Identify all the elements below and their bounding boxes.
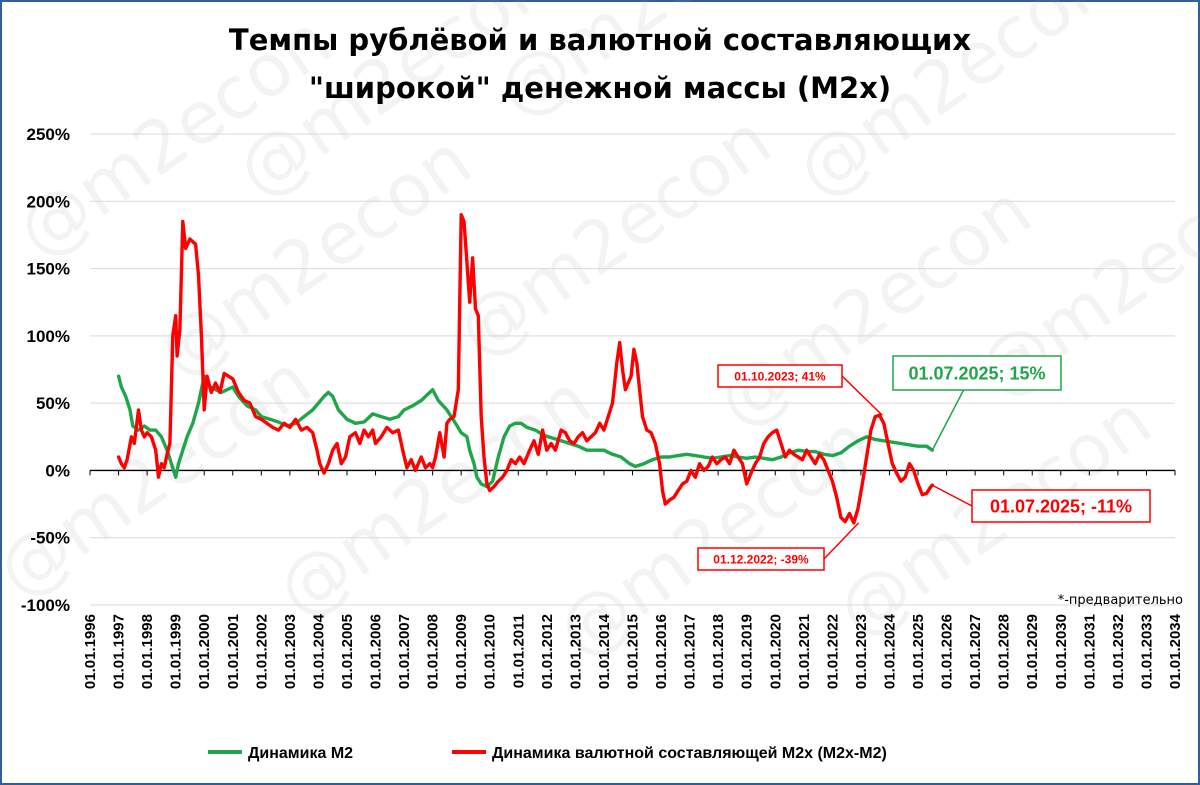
y-tick-label: -100% <box>21 596 70 615</box>
annotation-leader <box>841 375 883 416</box>
x-tick-label: 01.01.2032 <box>1110 614 1127 689</box>
y-tick-label: 150% <box>27 260 70 279</box>
y-tick-label: 0% <box>45 461 70 480</box>
x-tick-label: 01.01.2025 <box>910 614 927 689</box>
x-tick-label: 01.01.2005 <box>339 614 356 689</box>
x-tick-label: 01.01.2003 <box>282 614 299 689</box>
annotation-label: 01.10.2023; 41% <box>734 369 826 383</box>
x-tick-label: 01.01.2004 <box>310 613 327 689</box>
x-tick-label: 01.01.2034 <box>1167 613 1184 689</box>
x-tick-label: 01.01.2028 <box>996 614 1013 689</box>
x-tick-label: 01.01.2007 <box>396 614 413 689</box>
y-tick-label: 250% <box>27 125 70 144</box>
x-tick-label: 01.01.2030 <box>1053 614 1070 689</box>
x-tick-label: 01.01.2020 <box>767 614 784 689</box>
legend-label-m2: Динамика M2 <box>248 745 353 762</box>
x-tick-label: 01.01.2017 <box>682 614 699 689</box>
chart-title-line-1: Темпы рублёвой и валютной составляющих <box>229 23 971 57</box>
watermark: @m2econ <box>702 168 1046 444</box>
annotation-box <box>717 364 843 388</box>
x-tick-label: 01.01.2029 <box>1024 614 1041 689</box>
x-tick-label: 01.01.1996 <box>82 614 99 689</box>
y-tick-label: 50% <box>36 394 70 413</box>
annotation-label: 01.07.2025; -11% <box>990 496 1132 516</box>
legend-label-fx: Динамика валютной составляющей M2x (M2x-… <box>492 745 887 762</box>
series-layer <box>116 213 934 525</box>
x-tick-label: 01.01.2009 <box>453 614 470 689</box>
x-tick-label: 01.01.2015 <box>625 614 642 689</box>
x-tick-label: 01.01.2010 <box>482 614 499 689</box>
x-tick-label: 01.01.2011 <box>510 614 527 688</box>
x-axis: 01.01.1996 01.01.1997 01.01.1998 01.01.1999… <box>82 469 1184 689</box>
x-tick-label: 01.01.2027 <box>967 614 984 689</box>
x-tick-label: 01.01.2001 <box>225 614 242 689</box>
annotation-label: 01.12.2022; -39% <box>713 552 809 566</box>
annotation-leader <box>823 522 860 560</box>
annotation-label: 01.07.2025; 15% <box>908 363 1045 383</box>
annotation-layer: 01.10.2023; 41% 01.12.2022; -39% 01.07.202… <box>697 355 1151 571</box>
x-tick-label: 01.01.2024 <box>881 613 898 689</box>
x-tick-label: 01.01.2006 <box>368 614 385 689</box>
annotation-leader <box>931 484 973 507</box>
x-tick-label: 01.01.2008 <box>425 614 442 689</box>
annotation-box <box>892 355 1062 391</box>
series-line-fx <box>116 213 934 525</box>
x-tick-label: 01.01.2013 <box>567 614 584 689</box>
chart-title-line-2: "широкой" денежной массы (M2x) <box>309 71 891 105</box>
x-tick-label: 01.01.2000 <box>196 614 213 689</box>
preliminary-note: *-предварительно <box>1058 593 1183 608</box>
annotation-leader <box>931 389 965 451</box>
y-axis: 250% 200% 150% 100% 50% 0% -50% -100% <box>21 125 70 615</box>
x-tick-label: 01.01.1997 <box>111 614 128 689</box>
x-tick-label: 01.01.2018 <box>710 614 727 689</box>
x-tick-label: 01.01.1999 <box>168 614 185 689</box>
x-tick-label: 01.01.2022 <box>824 614 841 689</box>
x-tick-label: 01.01.2014 <box>596 613 613 689</box>
x-tick-label: 01.01.2012 <box>539 614 556 689</box>
x-tick-label: 01.01.2019 <box>739 614 756 689</box>
annotation-box <box>971 489 1151 523</box>
x-tick-label: 01.01.1998 <box>139 614 156 689</box>
x-tick-label: 01.01.2016 <box>653 614 670 689</box>
y-tick-label: -50% <box>30 529 70 548</box>
x-tick-label: 01.01.2026 <box>939 614 956 689</box>
x-tick-label: 01.01.2031 <box>1081 614 1098 689</box>
legend: Динамика M2 Динамика валютной составляющ… <box>208 745 887 762</box>
y-tick-label: 100% <box>27 327 70 346</box>
x-tick-label: 01.01.2033 <box>1138 614 1155 689</box>
watermark: @m2econ <box>442 98 786 374</box>
x-tick-label: 01.01.2023 <box>853 614 870 689</box>
x-tick-label: 01.01.2021 <box>796 614 813 689</box>
annotation-box <box>697 547 825 571</box>
x-tick-label: 01.01.2002 <box>253 614 270 689</box>
y-tick-label: 200% <box>27 192 70 211</box>
